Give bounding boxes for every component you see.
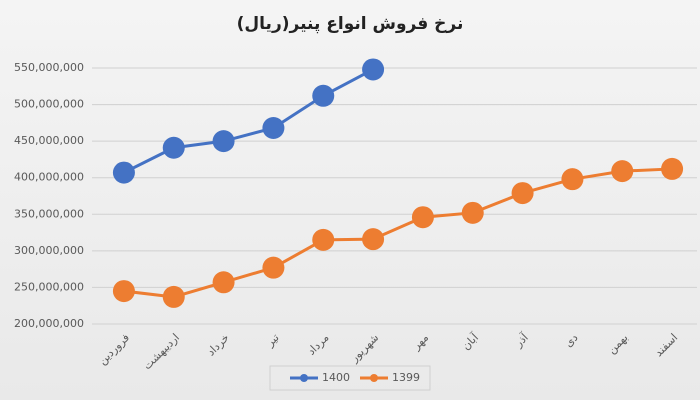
point [362,58,385,81]
x-tick-label: آبان [459,330,482,353]
x-tick-label: مهر [409,331,431,353]
x-tick-label: اردیبهشت [141,331,182,372]
point [212,130,235,153]
x-tick-label: شهریور [347,331,381,365]
y-tick-label: 250,000,000 [14,280,84,293]
point [162,285,185,308]
point [112,280,135,303]
x-tick-label: دی [562,331,581,350]
legend-box [269,365,431,391]
series-line [123,167,673,299]
x-tick-label: خرداد [204,331,231,358]
point [262,256,285,279]
x-tick-label: آذر [511,330,532,351]
point [461,201,484,224]
point [262,116,285,139]
y-tick-label: 350,000,000 [14,207,84,220]
x-tick-label: بهمن [605,331,630,356]
point [362,228,385,251]
y-tick-label: 550,000,000 [14,61,84,74]
x-tick-label: اسفند [652,331,680,359]
series-line [123,68,374,174]
point [112,161,135,184]
x-tick-label: مرداد [305,331,332,358]
legend-swatch-marker [370,374,378,382]
point [411,206,434,229]
y-tick-label: 500,000,000 [14,98,84,111]
legend-swatch-marker [300,374,308,382]
y-tick-label: 300,000,000 [14,244,84,257]
point [561,168,584,191]
legend-label: 1399 [392,371,420,384]
legend-label: 1400 [322,371,350,384]
chart-title: نرخ فروش انواع پنیر(ریال) [237,14,464,34]
y-tick-label: 200,000,000 [14,317,84,330]
point [312,228,335,251]
point [511,182,534,205]
x-tick-label: فروردین [96,331,132,367]
y-tick-label: 400,000,000 [14,171,84,184]
point [212,271,235,294]
point [661,157,684,180]
point [162,136,185,159]
x-tick-label: تیر [263,331,282,350]
y-tick-label: 450,000,000 [14,134,84,147]
point [611,160,634,183]
point [312,84,335,107]
